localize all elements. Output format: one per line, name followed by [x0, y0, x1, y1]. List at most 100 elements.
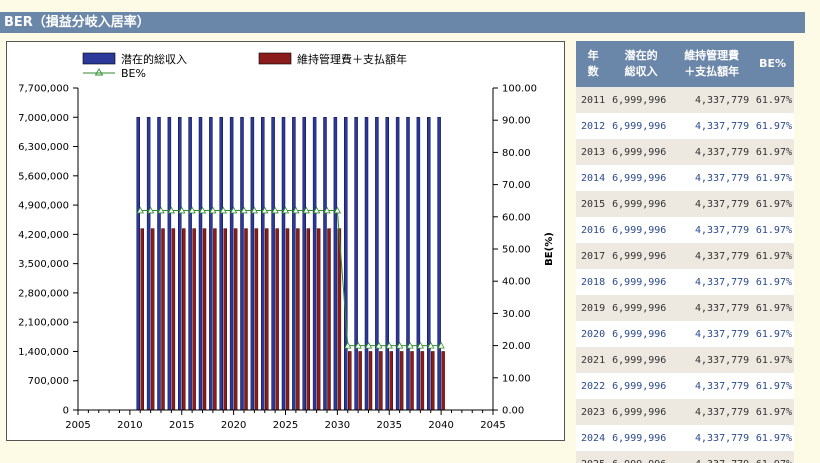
y-right-tick-label: 40.00: [502, 277, 531, 288]
cell-cost: 4,337,779: [672, 165, 752, 191]
cell-cost: 4,337,779: [672, 373, 752, 399]
y-left-tick-label: 4,200,000: [18, 230, 69, 241]
bar-income: [437, 117, 441, 411]
table-row: 2014 6,999,996 4,337,779 61.97%: [576, 165, 794, 191]
bar-income: [240, 117, 244, 411]
bar-cost: [265, 228, 269, 411]
y-right-tick-label: 70.00: [502, 180, 531, 191]
bar-cost: [192, 228, 196, 411]
cell-year: 2016: [576, 217, 611, 243]
cell-year: 2021: [576, 347, 611, 373]
bar-cost: [358, 351, 362, 411]
cell-be: 61.97%: [751, 243, 794, 269]
cell-year: 2018: [576, 269, 611, 295]
cell-potential-income: 6,999,996: [610, 451, 673, 463]
header-line: 維持管理費: [684, 49, 740, 62]
bar-cost: [171, 228, 176, 411]
cell-cost: 4,337,779: [672, 217, 752, 243]
header-line: ＋支払額年: [684, 65, 740, 78]
be-point: [219, 206, 227, 214]
table-row: 2011 6,999,996 4,337,779 61.97%: [576, 87, 794, 113]
ber-chart: 潜在的総収入 維持管理費＋支払額年 BE% 0 700,000 1,400,000 2,10…: [6, 41, 565, 441]
cell-be: 61.97%: [751, 451, 794, 463]
table-row: 2015 6,999,996 4,337,779 61.97%: [576, 191, 794, 217]
legend-label-income: 潜在的総収入: [121, 52, 187, 66]
y-right-tick-label: 100.00: [502, 84, 537, 95]
cell-cost: 4,337,779: [672, 113, 752, 139]
bar-cost: [285, 228, 290, 411]
be-point: [146, 206, 155, 214]
bar-cost: [254, 228, 259, 411]
bar-income: [229, 117, 234, 411]
table-row: 2013 6,999,996 4,337,779 61.97%: [576, 139, 794, 165]
legend-label-cost: 維持管理費＋支払額年: [297, 52, 407, 66]
cell-year: 2020: [576, 321, 611, 347]
table-row: 2018 6,999,996 4,337,779 61.97%: [576, 269, 794, 295]
header-potential-income: 潜在的 総収入: [610, 41, 673, 87]
cell-year: 2022: [576, 373, 611, 399]
cell-cost: 4,337,779: [672, 87, 752, 113]
be-point: [240, 206, 248, 214]
cell-be: 61.97%: [751, 113, 794, 139]
bar-cost: [223, 228, 227, 411]
ber-table-container[interactable]: 年数潜在的 総収入 維持管理費 ＋支払額年 BE% 2011 6,999,996 4,337…: [576, 41, 794, 463]
cell-cost: 4,337,779: [672, 451, 752, 463]
be-point: [188, 206, 196, 214]
cell-potential-income: 6,999,996: [610, 165, 673, 191]
bar-income: [188, 117, 192, 411]
y-left-tick-label: 7,000,000: [18, 113, 69, 124]
table-row: 2017 6,999,996 4,337,779 61.97%: [576, 243, 794, 269]
bar-cost: [244, 228, 248, 411]
bar-income: [281, 117, 286, 411]
y-right-tick-label: 90.00: [502, 116, 531, 127]
table-row: 2019 6,999,996 4,337,779 61.97%: [576, 295, 794, 321]
bar-income: [406, 117, 410, 411]
bar-cost: [327, 228, 331, 411]
bar-income: [136, 117, 140, 411]
y-right-tick-label: 60.00: [502, 212, 531, 223]
bar-income: [344, 117, 348, 411]
table-header-row: 年数潜在的 総収入 維持管理費 ＋支払額年 BE%: [576, 41, 794, 87]
cell-year: 2024: [576, 425, 611, 451]
bar-income: [333, 117, 338, 411]
cell-be: 61.97%: [751, 321, 794, 347]
bar-cost: [182, 228, 186, 411]
legend-label-be: BE%: [121, 67, 146, 80]
bar-income: [385, 117, 389, 411]
cell-year: 2019: [576, 295, 611, 321]
legend-swatch-income: [82, 52, 116, 65]
be-point: [406, 341, 414, 349]
x-tick-label: 2045: [480, 420, 505, 431]
cell-cost: 4,337,779: [672, 399, 752, 425]
bar-income: [375, 117, 379, 411]
bar-cost: [399, 351, 404, 411]
bar-income: [364, 117, 369, 411]
cell-be: 61.97%: [751, 425, 794, 451]
cell-potential-income: 6,999,996: [610, 243, 673, 269]
bar-cost: [441, 351, 445, 411]
bar-income: [146, 117, 151, 411]
cell-cost: 4,337,779: [672, 295, 752, 321]
table-row: 2021 6,999,996 4,337,779 61.97%: [576, 347, 794, 373]
cell-year: 2014: [576, 165, 611, 191]
table-row: 2012 6,999,996 4,337,779 61.97%: [576, 113, 794, 139]
cell-potential-income: 6,999,996: [610, 139, 673, 165]
be-point: [395, 341, 404, 349]
cell-cost: 4,337,779: [672, 139, 752, 165]
cell-be: 61.97%: [751, 217, 794, 243]
y-left-tick-label: 7,700,000: [18, 84, 69, 95]
legend-marker-be: [94, 68, 104, 76]
bar-cost: [368, 351, 373, 411]
bar-income: [416, 117, 421, 411]
bar-cost: [410, 351, 414, 411]
cell-be: 61.97%: [751, 139, 794, 165]
y-right-tick-label: 30.00: [502, 309, 531, 320]
x-tick-label: 2005: [65, 420, 90, 431]
cell-potential-income: 6,999,996: [610, 269, 673, 295]
bar-cost: [296, 228, 300, 411]
bar-cost: [213, 228, 217, 411]
be-point: [312, 206, 321, 214]
cell-be: 61.97%: [751, 87, 794, 113]
table-row: 2022 6,999,996 4,337,779 61.97%: [576, 373, 794, 399]
